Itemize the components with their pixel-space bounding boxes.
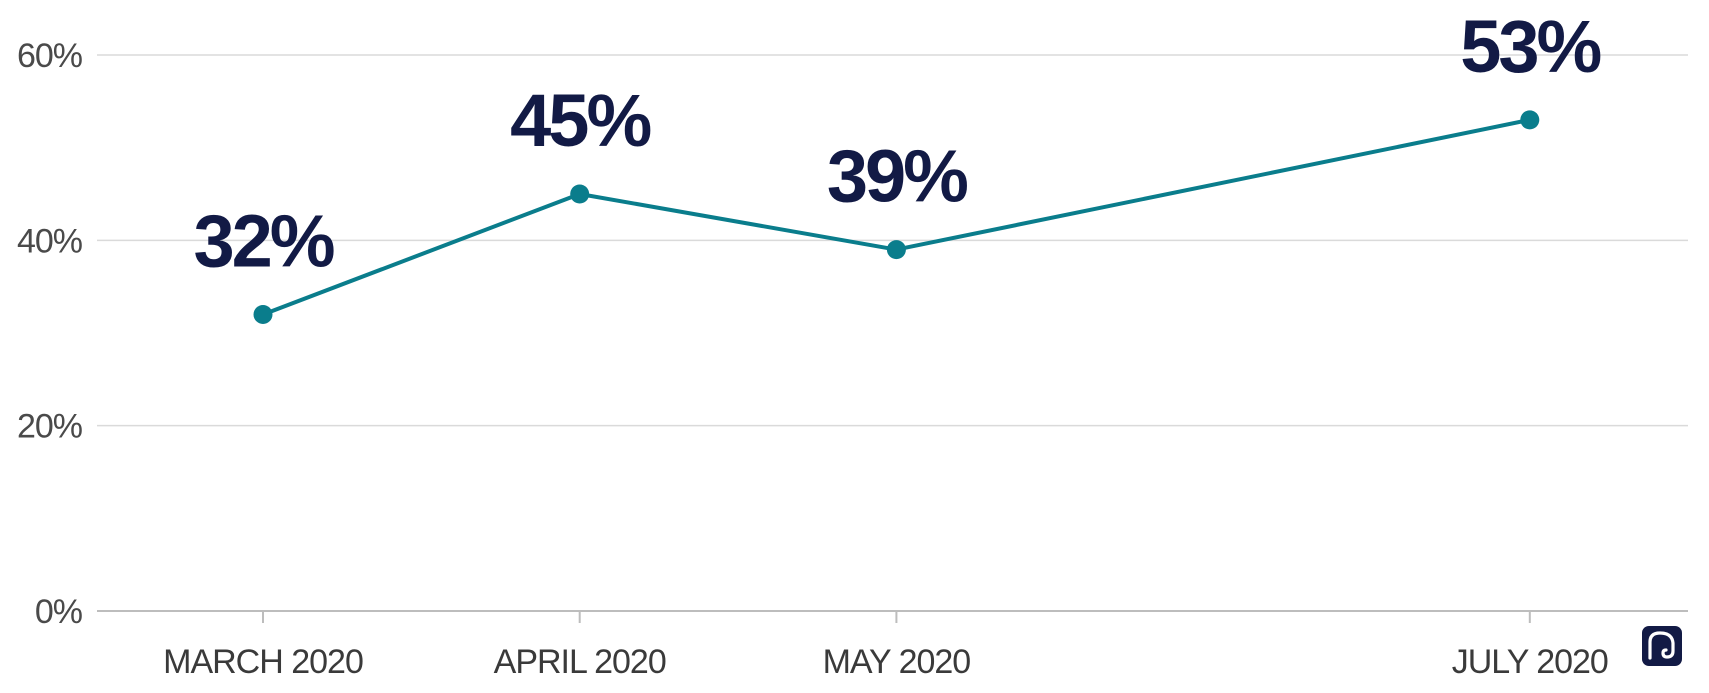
- gridlines: [97, 54, 1688, 427]
- x-tick-label: JULY 2020: [1452, 643, 1608, 681]
- x-axis-ticks: [262, 611, 1531, 623]
- data-label: 45%: [510, 79, 650, 162]
- data-label: 32%: [193, 199, 333, 282]
- y-tick-label: 20%: [17, 408, 83, 446]
- y-axis-tick-labels: 0% 20% 40% 60%: [17, 37, 84, 631]
- x-tick-label: MAY 2020: [823, 643, 971, 681]
- data-points: [253, 110, 1540, 324]
- y-tick-label: 40%: [17, 222, 83, 260]
- data-point: [1520, 110, 1540, 130]
- series-line: [262, 117, 1531, 317]
- elephant-ear: [1648, 631, 1658, 650]
- data-point: [253, 304, 273, 324]
- x-tick-label: MARCH 2020: [163, 643, 363, 681]
- elephant-icon: [1642, 626, 1682, 666]
- y-tick-label: 0%: [35, 593, 83, 631]
- data-label: 39%: [827, 135, 967, 218]
- data-point: [886, 240, 906, 260]
- data-point: [570, 184, 590, 204]
- data-labels: 32% 45% 39% 53%: [193, 5, 1603, 283]
- y-tick-label: 60%: [17, 37, 83, 75]
- x-tick-label: APRIL 2020: [494, 643, 666, 681]
- data-label: 53%: [1460, 5, 1600, 88]
- x-axis-tick-labels: MARCH 2020 APRIL 2020 MAY 2020 JULY 2020: [163, 643, 1609, 681]
